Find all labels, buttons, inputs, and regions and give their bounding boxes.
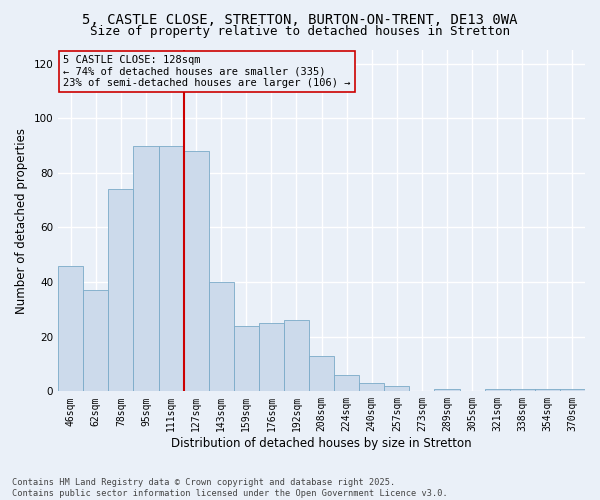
Bar — [385, 386, 409, 392]
Text: 5 CASTLE CLOSE: 128sqm
← 74% of detached houses are smaller (335)
23% of semi-de: 5 CASTLE CLOSE: 128sqm ← 74% of detached… — [64, 55, 351, 88]
Bar — [83, 290, 109, 392]
Bar — [158, 146, 184, 392]
Bar — [109, 190, 133, 392]
Bar — [309, 356, 334, 392]
Bar — [259, 323, 284, 392]
Bar — [133, 146, 158, 392]
Bar — [234, 326, 259, 392]
Text: 5, CASTLE CLOSE, STRETTON, BURTON-ON-TRENT, DE13 0WA: 5, CASTLE CLOSE, STRETTON, BURTON-ON-TRE… — [82, 12, 518, 26]
Bar — [485, 388, 510, 392]
Bar — [535, 388, 560, 392]
Bar — [184, 151, 209, 392]
X-axis label: Distribution of detached houses by size in Stretton: Distribution of detached houses by size … — [171, 437, 472, 450]
Bar — [284, 320, 309, 392]
Bar — [209, 282, 234, 392]
Bar — [359, 383, 385, 392]
Y-axis label: Number of detached properties: Number of detached properties — [15, 128, 28, 314]
Bar — [334, 375, 359, 392]
Bar — [510, 388, 535, 392]
Text: Contains HM Land Registry data © Crown copyright and database right 2025.
Contai: Contains HM Land Registry data © Crown c… — [12, 478, 448, 498]
Bar — [58, 266, 83, 392]
Bar — [434, 388, 460, 392]
Bar — [560, 388, 585, 392]
Text: Size of property relative to detached houses in Stretton: Size of property relative to detached ho… — [90, 24, 510, 38]
